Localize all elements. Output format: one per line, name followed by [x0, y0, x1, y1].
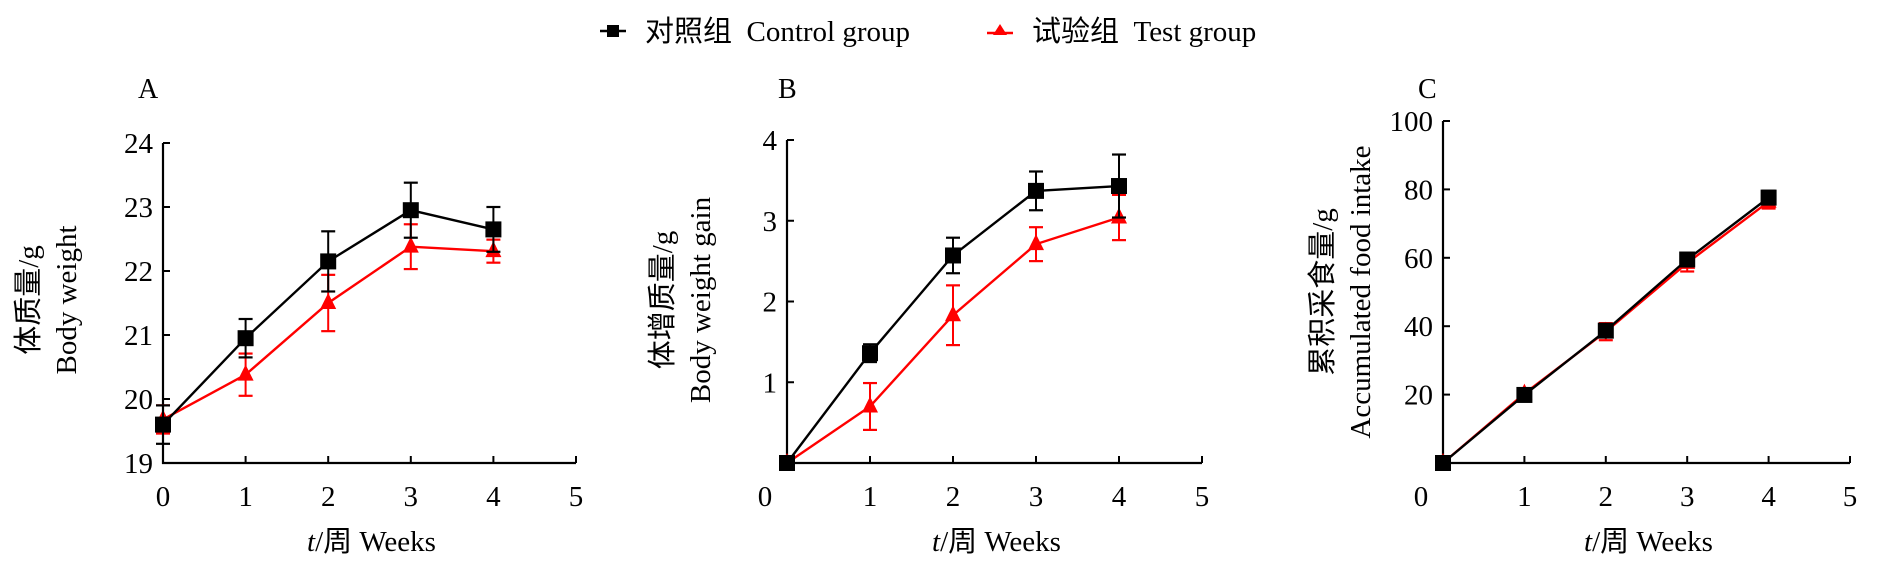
- panel-b: B 1 2 3 4 0 1 2 3 4 5 t/周 Weeks 体增质量/g Body weight ga…: [646, 74, 1209, 558]
- data-point-triangle: [237, 364, 254, 381]
- y-tick-label: 20: [1404, 380, 1433, 412]
- data-point-square: [945, 247, 961, 264]
- series-control: [155, 181, 502, 445]
- x-axis-title: t/周 Weeks: [932, 526, 1061, 558]
- data-point-square: [237, 330, 254, 347]
- data-point-square: [1516, 386, 1533, 403]
- series-test: [779, 193, 1127, 469]
- panel-label: C: [1418, 74, 1437, 105]
- x-axis-title: t/周 Weeks: [1584, 526, 1713, 558]
- data-point-square: [1028, 182, 1044, 199]
- y-tick-label: 3: [763, 206, 778, 238]
- data-point-square: [155, 416, 171, 433]
- panel-label: A: [138, 74, 159, 105]
- data-point-square: [862, 345, 878, 362]
- triangle-marker-icon: [993, 24, 1007, 35]
- y-tick-label: 4: [763, 125, 778, 157]
- x-tick-label: 1: [863, 481, 878, 513]
- x-tick-label: 5: [569, 481, 584, 513]
- y-axis-title-en: Body weight gain: [685, 196, 717, 403]
- x-tick-label: 3: [1680, 481, 1695, 513]
- y-tick-label: 100: [1390, 106, 1434, 138]
- data-point-triangle: [320, 293, 337, 309]
- x-tick-label: 3: [1029, 481, 1044, 513]
- panel-label: B: [778, 74, 797, 105]
- x-tick-label: 5: [1843, 481, 1858, 513]
- x-tick-label: 4: [1761, 481, 1776, 513]
- x-tick-label: 2: [1599, 481, 1614, 513]
- y-axis-title-cn: 体质量/g: [12, 245, 45, 355]
- x-tick-label: 4: [1112, 481, 1127, 513]
- legend-label-control: 对照组 Control group: [645, 15, 910, 48]
- data-point-triangle: [1028, 234, 1044, 251]
- y-tick-label: 40: [1404, 311, 1433, 343]
- series-control: [1435, 189, 1777, 471]
- y-axis-title-en: Body weight: [51, 225, 83, 374]
- x-axis-title: t/周 Weeks: [307, 526, 436, 558]
- y-tick-label: 60: [1404, 243, 1433, 275]
- series-control: [779, 153, 1127, 471]
- y-tick-label: 24: [124, 128, 154, 160]
- legend: 对照组 Control group 试验组 Test group: [600, 15, 1256, 48]
- x-tick-label: 2: [321, 481, 336, 513]
- x-tick-label: 0: [758, 481, 773, 513]
- x-tick-label: 5: [1195, 481, 1210, 513]
- x-tick-label: 2: [946, 481, 961, 513]
- legend-label-test: 试验组 Test group: [1032, 15, 1256, 48]
- square-marker-icon: [607, 25, 619, 37]
- x-tick-label: 0: [156, 481, 171, 513]
- y-tick-label: 19: [124, 448, 153, 480]
- legend-item-control: 对照组 Control group: [600, 15, 910, 48]
- x-tick-label: 1: [238, 481, 253, 513]
- data-point-triangle: [945, 305, 961, 322]
- y-axis-title-cn: 累积采食量/g: [1306, 208, 1339, 376]
- y-axis-title-en: Accumulated food intake: [1345, 145, 1377, 438]
- data-point-square: [1679, 251, 1696, 268]
- y-tick-label: 2: [763, 287, 778, 319]
- x-tick-label: 4: [486, 481, 501, 513]
- data-point-square: [402, 202, 419, 219]
- x-tick-label: 0: [1414, 481, 1429, 513]
- data-point-square: [779, 455, 795, 471]
- data-point-triangle: [862, 396, 878, 413]
- data-point-square: [485, 221, 502, 238]
- data-point-square: [1435, 455, 1451, 471]
- data-point-square: [1597, 322, 1614, 339]
- data-point-square: [1760, 189, 1777, 206]
- data-point-square: [1111, 178, 1127, 195]
- y-axis-title-cn: 体增质量/g: [646, 231, 679, 370]
- y-tick-label: 21: [124, 320, 153, 352]
- y-tick-label: 80: [1404, 174, 1433, 206]
- x-tick-label: 3: [404, 481, 419, 513]
- y-tick-label: 22: [124, 256, 153, 288]
- data-point-triangle: [402, 236, 419, 253]
- data-point-square: [320, 253, 337, 270]
- y-tick-label: 1: [763, 367, 778, 399]
- panel-c: C 20 40 60 80 100 0 1 2 3 4 5 t/周 Weeks 累积采食量/g Accumu…: [1306, 74, 1857, 558]
- y-tick-label: 20: [124, 384, 153, 416]
- legend-item-test: 试验组 Test group: [987, 15, 1256, 48]
- x-tick-label: 1: [1517, 481, 1532, 513]
- y-tick-label: 23: [124, 192, 153, 224]
